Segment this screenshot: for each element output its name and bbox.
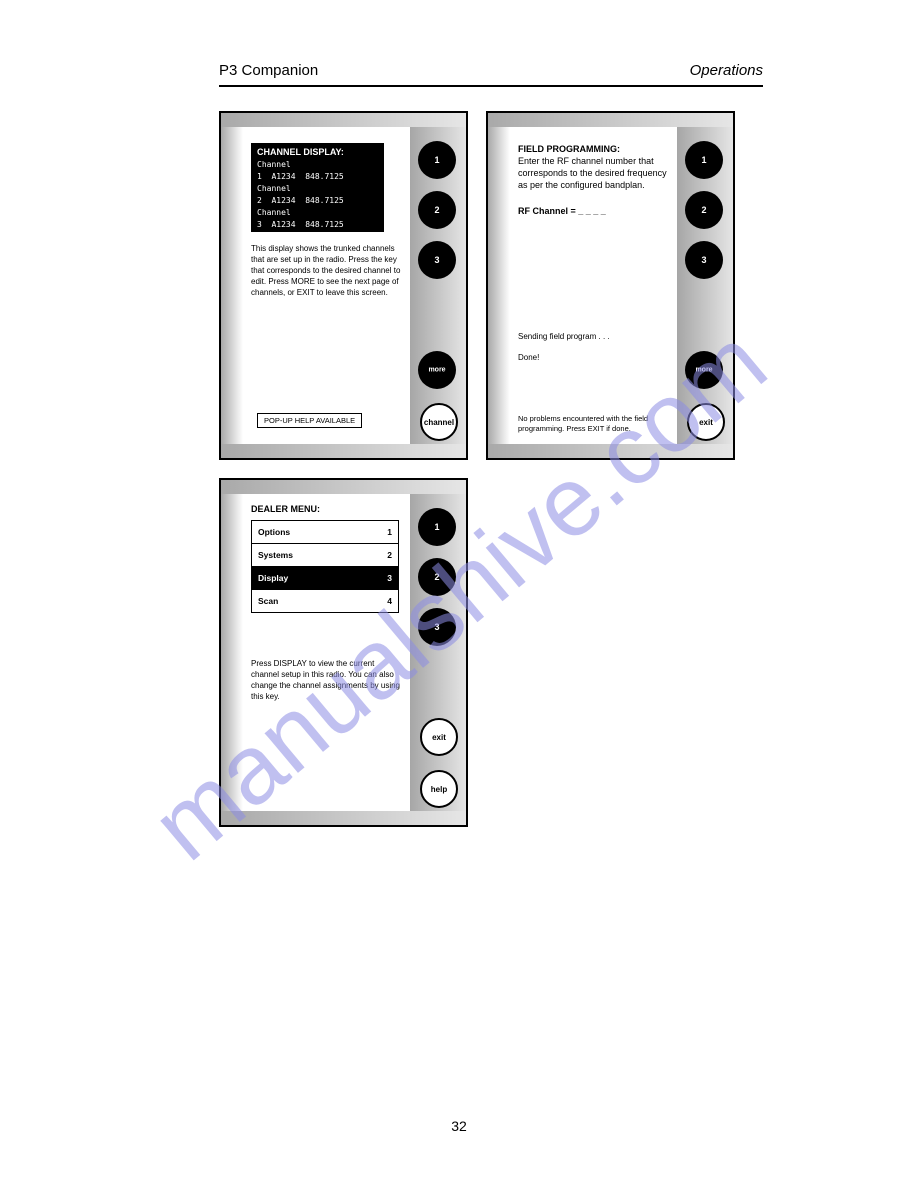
panel3-title: DEALER MENU: [251, 504, 320, 514]
panel2-btn-more[interactable]: more [685, 351, 723, 389]
channel-display-box: CHANNEL DISPLAY: Channel 1 A1234 848.712… [251, 143, 384, 232]
panel2-btn-exit[interactable]: exit [687, 403, 725, 441]
panel2-text: FIELD PROGRAMMING: Enter the RF channel … [518, 143, 671, 217]
panel2-btn-2[interactable]: 2 [685, 191, 723, 229]
panel2-btn-3[interactable]: 3 [685, 241, 723, 279]
panel1-footer: POP-UP HELP AVAILABLE [257, 413, 362, 428]
panel3-btn-help[interactable]: help [420, 770, 458, 808]
panel3-menu-box: Options1 Systems2 Display3 Scan4 [251, 520, 399, 613]
panel-dealer-menu: DEALER MENU: Options1 Systems2 Display3 … [219, 478, 468, 827]
panel1-btn-1[interactable]: 1 [418, 141, 456, 179]
panel1-instruction: This display shows the trunked channels … [251, 243, 404, 298]
panel-field-programming: FIELD PROGRAMMING: Enter the RF channel … [486, 111, 735, 460]
panel1-btn-2[interactable]: 2 [418, 191, 456, 229]
panel2-bottom: No problems encountered with the field p… [518, 414, 671, 434]
panel-channel-display: CHANNEL DISPLAY: Channel 1 A1234 848.712… [219, 111, 468, 460]
menu-row-systems[interactable]: Systems2 [252, 544, 398, 567]
panel1-btn-channel[interactable]: channel [420, 403, 458, 441]
panel1-btn-more[interactable]: more [418, 351, 456, 389]
channel-display-title: CHANNEL DISPLAY: [251, 143, 384, 159]
title-divider [219, 85, 763, 87]
panel3-btn-exit[interactable]: exit [420, 718, 458, 756]
panel3-btn-3[interactable]: 3 [418, 608, 456, 646]
page-title-right: Operations [690, 62, 763, 79]
menu-row-scan[interactable]: Scan4 [252, 590, 398, 612]
panel3-btn-2[interactable]: 2 [418, 558, 456, 596]
panel1-btn-3[interactable]: 3 [418, 241, 456, 279]
panel2-status: Sending field program . . . Done! [518, 331, 671, 363]
page-number: 32 [0, 1118, 918, 1134]
menu-row-options[interactable]: Options1 [252, 521, 398, 544]
panel3-btn-1[interactable]: 1 [418, 508, 456, 546]
page-title-left: P3 Companion [219, 62, 318, 79]
menu-row-display[interactable]: Display3 [252, 567, 398, 590]
panel2-btn-1[interactable]: 1 [685, 141, 723, 179]
panel3-instruction: Press DISPLAY to view the current channe… [251, 658, 404, 702]
